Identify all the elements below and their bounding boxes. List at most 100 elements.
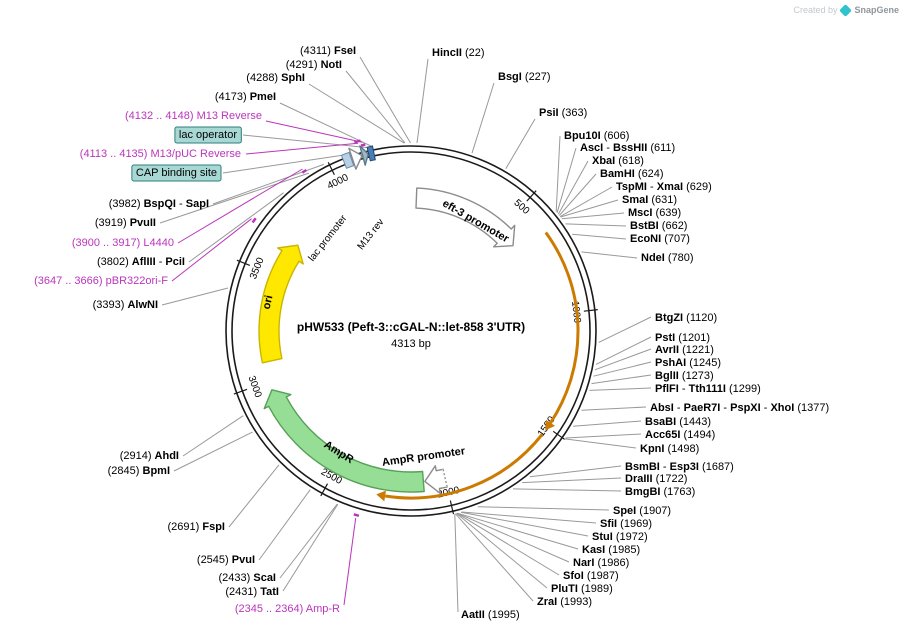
restriction-site-label[interactable]: BsgI (227) [498,71,551,83]
feature-label-lac-promoter[interactable]: lac promoter [307,213,350,264]
feature-arc-bottom[interactable] [384,433,544,500]
restriction-site-label[interactable]: XbaI (618) [592,155,644,167]
plasmid-title: pHW533 (Peft-3::cGAL-N::let-858 3'UTR) [297,320,525,334]
restriction-site-label[interactable]: TspMI - XmaI (629) [616,181,712,193]
leader-line [279,102,374,148]
label-text: (3647 .. 3666) pBR322ori-F [34,275,168,287]
restriction-site-label[interactable]: BglII (1273) [655,370,714,382]
feature-eft3-promoter[interactable] [415,187,516,248]
label-text: (2845) BpmI [108,465,170,477]
restriction-site-label[interactable]: AvrII (1221) [655,344,714,356]
feature-ampr-promoter[interactable] [424,465,448,495]
restriction-site-label[interactable]: PsiI (363) [539,107,587,119]
primer-pbr322ori-f[interactable] [251,217,257,224]
restriction-site-label[interactable]: SfiI (1969) [600,518,652,530]
label-text: PluTI (1989) [551,583,613,595]
leader-line [188,192,284,263]
restriction-site-label[interactable]: (3802) AflIII - PciI [97,256,185,268]
primer-label[interactable]: (2345 .. 2364) Amp-R [235,603,340,615]
restriction-site-label[interactable]: PshAI (1245) [655,357,721,369]
leader-line [557,160,589,215]
primer-label[interactable]: (4132 .. 4148) M13 Reverse [125,110,262,122]
restriction-site-label[interactable]: BsaBI (1443) [645,416,711,428]
feature-label-ampr-promoter[interactable]: AmpR promoter [381,445,466,469]
restriction-site-label[interactable]: (3393) AlwNI [93,299,158,311]
label-text: SpeI (1907) [613,505,671,517]
primer-label[interactable]: (3900 .. 3917) L4440 [72,237,174,249]
label-text: Acc65I (1494) [645,429,715,441]
restriction-site-label[interactable]: Bpu10I (606) [564,130,629,142]
restriction-site-label[interactable]: (4311) FseI [300,45,356,57]
restriction-site-label[interactable]: BsmBI - Esp3I (1687) [625,461,734,473]
leader-line [173,431,253,472]
restriction-site-label[interactable]: (2433) ScaI [219,572,277,584]
restriction-site-label[interactable]: PluTI (1989) [551,583,613,595]
restriction-site-label[interactable]: PstI (1201) [655,332,710,344]
restriction-site-label[interactable]: (2914) AhdI [120,450,179,462]
restriction-site-label[interactable]: (4173) PmeI [215,91,276,103]
restriction-site-label[interactable]: EcoNI (707) [630,233,690,245]
restriction-site-label[interactable]: SfoI (1987) [563,570,619,582]
primer-label[interactable]: (4113 .. 4135) M13/pUC Reverse [80,148,241,160]
restriction-site-label[interactable]: ZraI (1993) [537,596,592,608]
restriction-site-label[interactable]: (2845) BpmI [108,465,170,477]
restriction-site-label[interactable]: Acc65I (1494) [645,429,715,441]
tick-mark [552,430,565,440]
feature-label-ori[interactable]: ori [261,294,276,310]
restriction-site-label[interactable]: (2691) FspI [168,521,225,533]
restriction-site-label[interactable]: NdeI (780) [641,252,694,264]
feature-ori[interactable] [258,244,304,364]
leader-line [460,511,589,537]
primer-label[interactable]: (3647 .. 3666) pBR322ori-F [34,275,168,287]
restriction-site-label[interactable]: MscI (639) [628,207,681,219]
restriction-site-label[interactable]: KpnI (1498) [640,443,699,455]
restriction-site-label[interactable]: (2431) TatI [225,586,279,598]
leader-line [159,172,310,224]
restriction-site-label[interactable]: SmaI (631) [622,194,677,206]
primer-l4440[interactable] [301,169,307,174]
restriction-site-label[interactable]: DraIII (1722) [625,473,687,485]
restriction-site-label[interactable]: BmgBI (1763) [625,486,695,498]
restriction-site-label[interactable]: CAP binding site [131,164,222,182]
restriction-site-label[interactable]: (4291) NotI [286,59,342,71]
restriction-site-label[interactable]: lac operator [174,126,242,144]
label-text: lac operator [179,129,237,141]
leader-line [477,506,610,511]
leader-line [565,223,627,227]
restriction-site-label[interactable]: AatII (1995) [461,609,520,621]
restriction-site-label[interactable]: KasI (1985) [582,544,640,556]
restriction-site-label[interactable]: AbsI - PaeR7I - PspXI - XhoI (1377) [650,402,829,414]
restriction-site-label[interactable]: SpeI (1907) [613,505,671,517]
restriction-site-label[interactable]: (3919) PvuII [95,217,156,229]
label-text: (4113 .. 4135) M13/pUC Reverse [80,148,241,160]
feature-lac-operator[interactable] [366,145,376,162]
primer-m13-reverse[interactable] [360,143,366,147]
primer-amp-r[interactable] [353,513,360,518]
restriction-site-label[interactable]: BstBI (662) [630,220,687,232]
leader-line [572,233,627,240]
restriction-site-label[interactable]: HincII (22) [432,47,485,59]
plasmid-backbone-outer [225,145,597,517]
label-highlight-box [174,126,242,144]
restriction-site-label[interactable]: BtgZI (1120) [655,312,717,324]
label-text: (3393) AlwNI [93,299,158,311]
restriction-site-label[interactable]: (2545) PvuI [197,554,255,566]
restriction-site-label[interactable]: StuI (1972) [592,531,648,543]
primer-m13-puc-reverse[interactable] [354,139,361,144]
restriction-site-label[interactable]: BamHI (624) [600,168,664,180]
restriction-site-label[interactable]: (3982) BspQI - SapI [109,198,209,210]
leader-line [573,420,642,427]
feature-ampr[interactable] [263,389,425,493]
feature-arc-right[interactable] [544,231,580,424]
leader-line [598,316,652,343]
feature-lac-promoter[interactable] [348,147,363,170]
restriction-site-label[interactable]: NarI (1986) [573,557,629,569]
restriction-site-label[interactable]: PflFI - Tth111I (1299) [655,383,761,395]
restriction-site-label[interactable]: (4288) SphI [246,72,305,84]
feature-label-m13-rev[interactable]: M13 rev [356,217,387,252]
feature-cap-binding-site[interactable] [340,151,355,169]
restriction-site-label[interactable]: AscI - BssHII (611) [580,142,675,154]
feature-m13-rev[interactable] [359,145,369,166]
label-text: (4291) NotI [286,59,342,71]
